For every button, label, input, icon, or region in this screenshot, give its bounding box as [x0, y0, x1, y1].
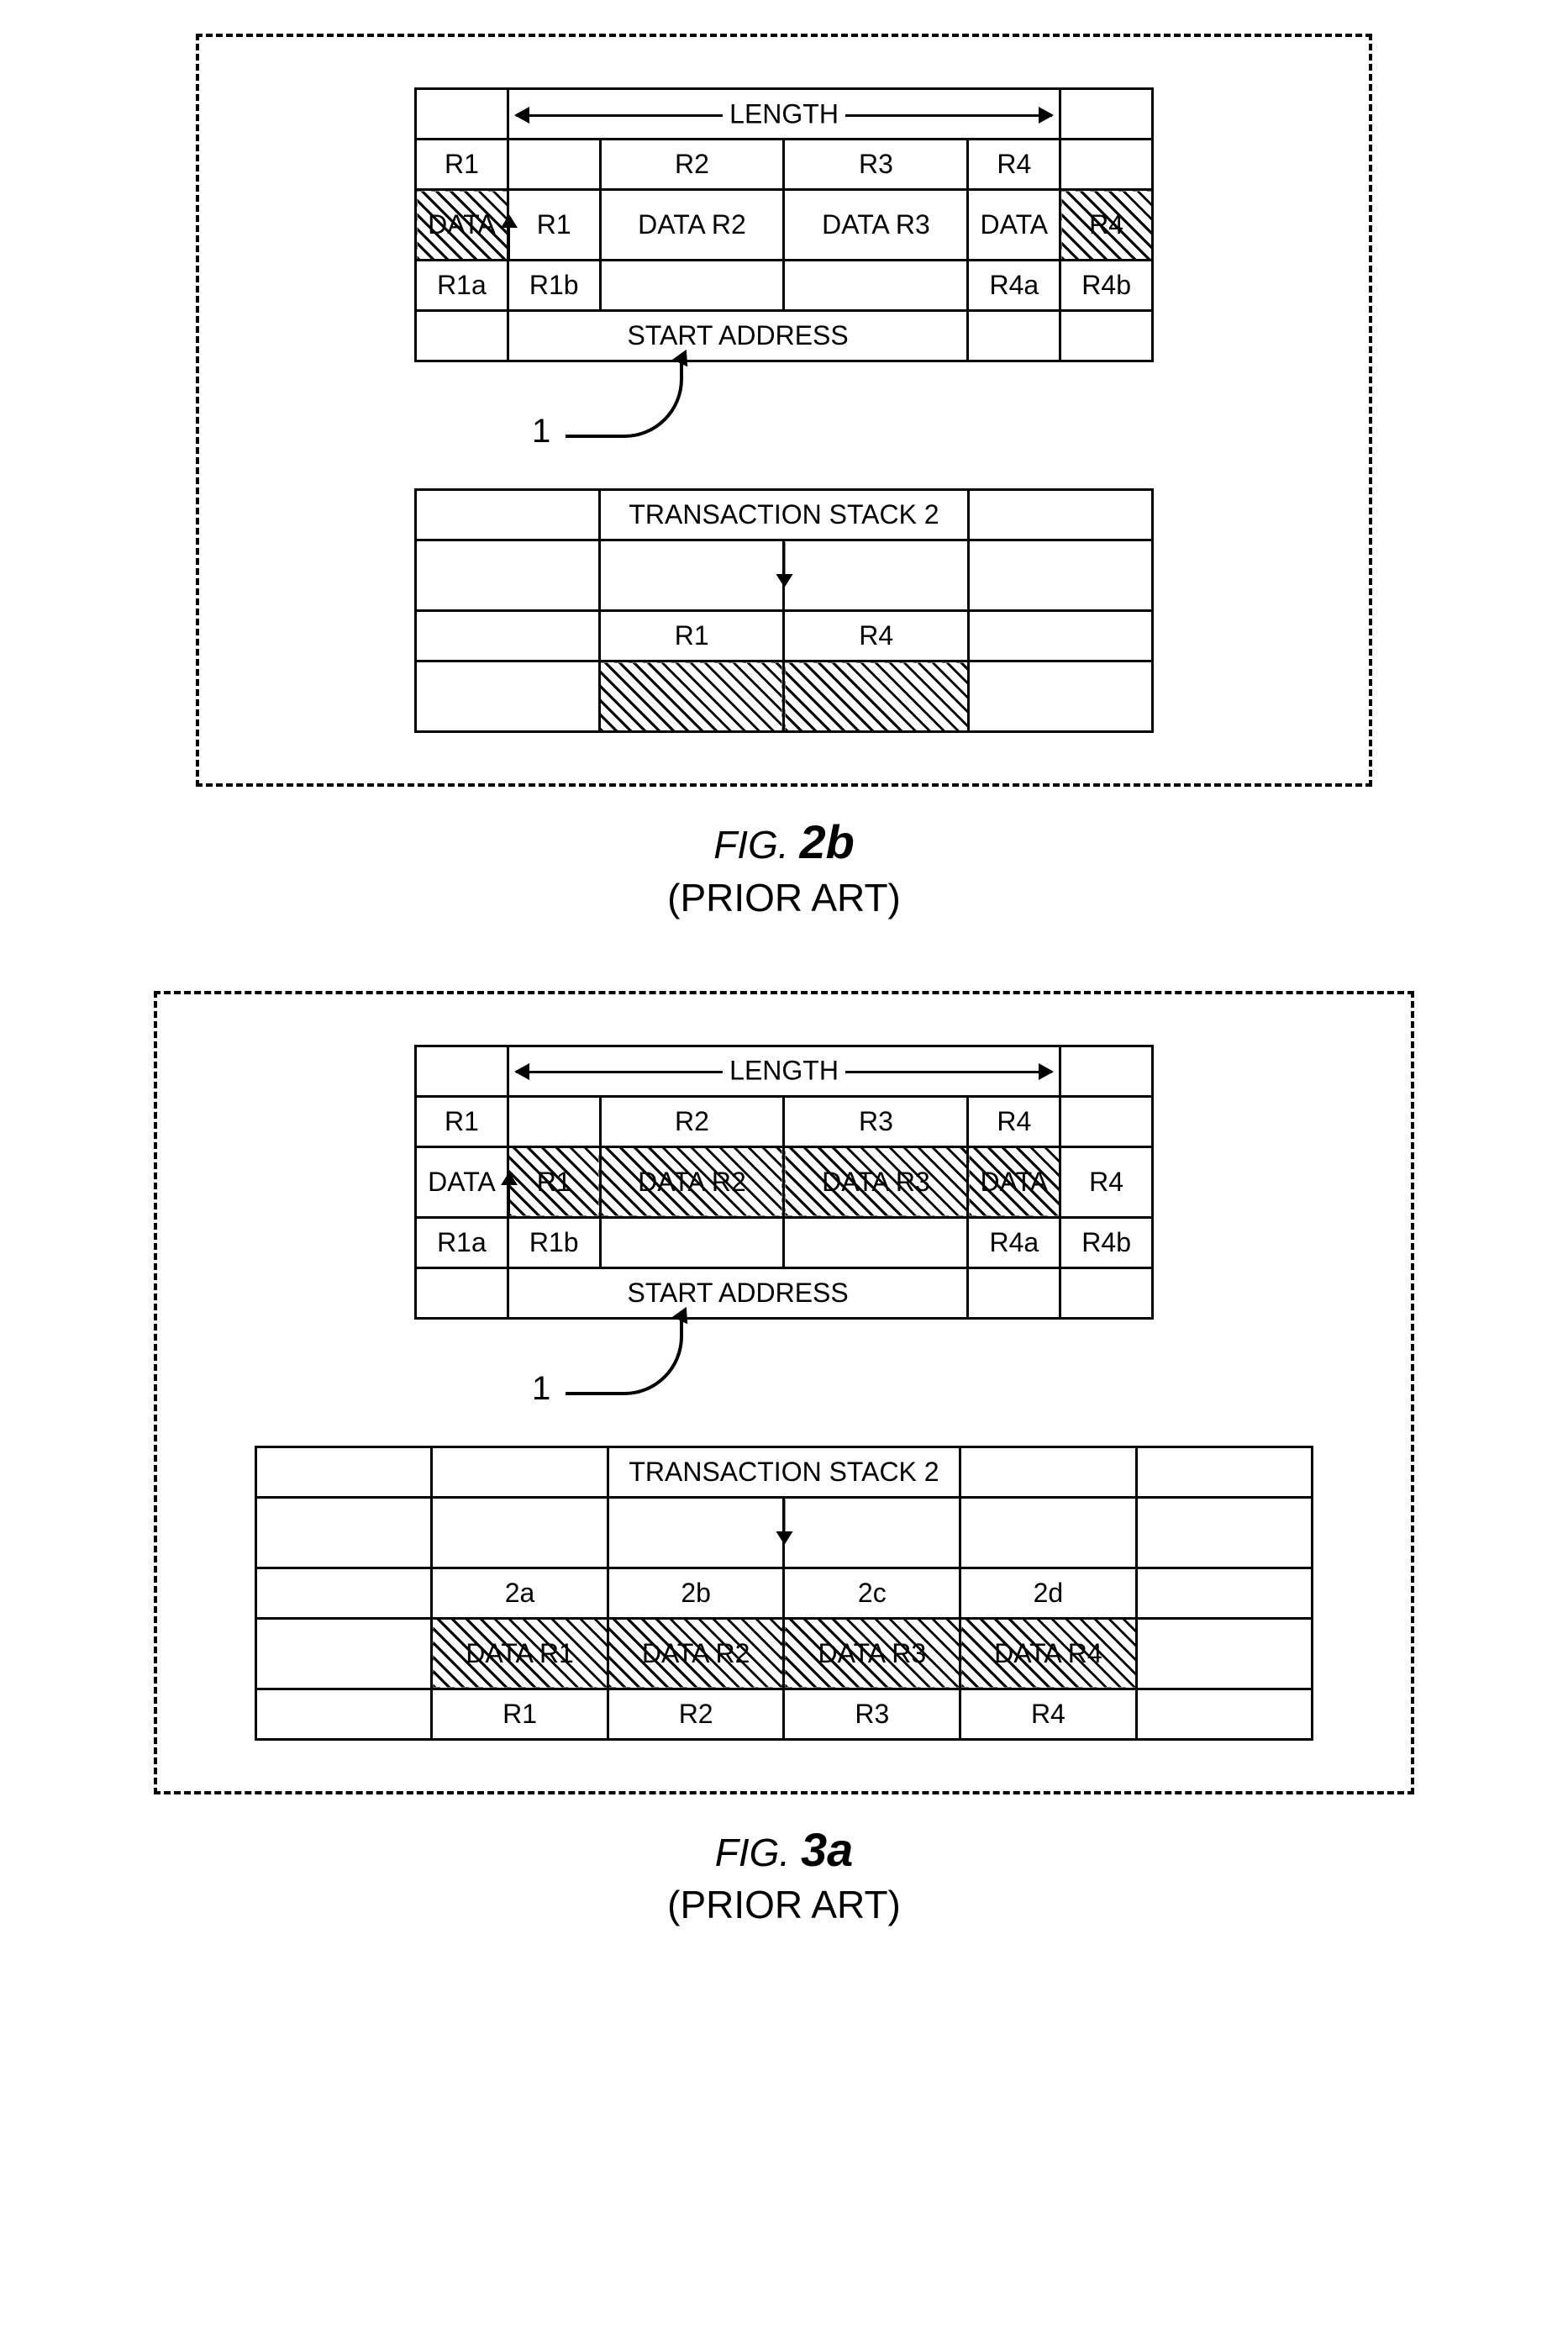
data-r2: DATA R2: [608, 1618, 784, 1689]
data-cell: R4: [1060, 190, 1153, 261]
r1b-label: R1b: [529, 270, 579, 300]
data-cell: DATA R2: [600, 190, 784, 261]
data-cell: DATA: [416, 190, 508, 261]
length-label: LENGTH: [723, 98, 845, 129]
index-row: 2a 2b 2c 2d: [256, 1568, 1313, 1618]
data-cell: DATA R3: [784, 190, 968, 261]
start-address-row: START ADDRESS: [416, 1267, 1153, 1318]
data-cell: DATA: [968, 190, 1060, 261]
r-labels-row: R1 R2 R3 R4: [416, 1096, 1153, 1146]
arrow-1: 1: [549, 371, 683, 472]
data-cell: DATA: [416, 1146, 508, 1217]
r1b-label: R1b: [529, 1227, 579, 1257]
cell-r4a: R4a: [968, 1217, 1060, 1267]
data-cell: R1: [508, 190, 600, 261]
data-cell: DATA R2: [600, 1146, 784, 1217]
trans-label-row: TRANSACTION STACK 2: [256, 1447, 1313, 1497]
fig2b-top-table: LENGTH R1 R2 R3 R4 DATA R1 DATA R2 DATA …: [414, 87, 1154, 362]
figure-2b-box: LENGTH R1 R2 R3 R4 DATA R1 DATA R2 DATA …: [196, 34, 1372, 787]
hatched-row: [416, 661, 1153, 732]
fig2b-caption: FIG. 2b (PRIOR ART): [196, 812, 1372, 924]
fig3a-caption: FIG. 3a (PRIOR ART): [154, 1820, 1414, 1931]
cell-r4: R4: [968, 140, 1060, 190]
cell-2a: 2a: [432, 1568, 608, 1618]
cell-r4b: R4b: [1060, 1217, 1153, 1267]
length-row: LENGTH: [416, 1046, 1153, 1096]
hatched-cell: [599, 661, 784, 732]
data-cell: R4: [1060, 1146, 1153, 1217]
data-cell: DATA R3: [784, 1146, 968, 1217]
cell-r1a: R1a: [416, 1217, 508, 1267]
data-cell: DATA: [968, 1146, 1060, 1217]
start-arrow-icon: [508, 1173, 510, 1219]
cell-r1: R1: [416, 1096, 508, 1146]
start-arrow-icon: [508, 216, 510, 261]
cell-r3: R3: [784, 1096, 968, 1146]
transaction-stack-label: TRANSACTION STACK 2: [629, 1457, 939, 1487]
figure-3a-box: LENGTH R1 R2 R3 R4 DATA R1 DATA R2 DATA …: [154, 991, 1414, 1794]
cell-r4: R4: [960, 1689, 1137, 1739]
cell-2c: 2c: [784, 1568, 960, 1618]
data-cell: R1: [508, 1146, 600, 1217]
start-address-row: START ADDRESS: [416, 311, 1153, 361]
arrow-1: 1: [549, 1328, 683, 1429]
cell-r4a: R4a: [968, 261, 1060, 311]
transaction-stack-label: TRANSACTION STACK 2: [629, 499, 939, 530]
cell-r1a: R1a: [416, 261, 508, 311]
data-row: DATA R1 DATA R2 DATA R3 DATA R4: [256, 1618, 1313, 1689]
fig2b-stack-table: TRANSACTION STACK 2 R1 R4: [414, 488, 1154, 733]
one-label: 1: [532, 1370, 550, 1408]
length-label: LENGTH: [723, 1056, 845, 1087]
cell-r1b: R1b: [508, 1217, 600, 1267]
fig3a-top-table: LENGTH R1 R2 R3 R4 DATA R1 DATA R2 DATA …: [414, 1045, 1154, 1320]
cell-r1b: R1b: [508, 261, 600, 311]
cell-r2: R2: [600, 140, 784, 190]
data-row: DATA R1 DATA R2 DATA R3 DATA R4: [416, 1146, 1153, 1217]
cell-2b: 2b: [608, 1568, 784, 1618]
r-row: R1 R2 R3 R4: [256, 1689, 1313, 1739]
data-r1: DATA R1: [432, 1618, 608, 1689]
cell-r2: R2: [608, 1689, 784, 1739]
cell-r1: R1: [416, 140, 508, 190]
empty-row: [416, 540, 1153, 611]
cell-r4b: R4b: [1060, 261, 1153, 311]
data-row: DATA R1 DATA R2 DATA R3 DATA R4: [416, 190, 1153, 261]
trans-label-row: TRANSACTION STACK 2: [416, 490, 1153, 540]
cell-r1: R1: [432, 1689, 608, 1739]
cell: [1060, 140, 1153, 190]
data-r3: DATA R3: [784, 1618, 960, 1689]
cell-r3: R3: [784, 1689, 960, 1739]
stack-r1: R1: [599, 611, 784, 661]
cell-r4: R4: [968, 1096, 1060, 1146]
r-labels-row: R1 R2 R3 R4: [416, 140, 1153, 190]
cell: [508, 140, 600, 190]
data-r4: DATA R4: [960, 1618, 1137, 1689]
empty-row: [256, 1497, 1313, 1568]
cell-r2: R2: [600, 1096, 784, 1146]
length-row: LENGTH: [416, 89, 1153, 140]
one-label: 1: [532, 413, 550, 451]
hatched-cell: [784, 661, 969, 732]
sub-labels-row: R1a R1b R4a R4b: [416, 261, 1153, 311]
cell-r3: R3: [784, 140, 968, 190]
figure-2b-block: LENGTH R1 R2 R3 R4 DATA R1 DATA R2 DATA …: [196, 34, 1372, 924]
sub-labels-row: R1a R1b R4a R4b: [416, 1217, 1153, 1267]
fig3a-stack-table: TRANSACTION STACK 2 2a 2b 2c 2d DATA R1 …: [255, 1446, 1313, 1741]
r-row: R1 R4: [416, 611, 1153, 661]
stack-r4: R4: [784, 611, 969, 661]
figure-3a-block: LENGTH R1 R2 R3 R4 DATA R1 DATA R2 DATA …: [154, 991, 1414, 1931]
cell-2d: 2d: [960, 1568, 1137, 1618]
